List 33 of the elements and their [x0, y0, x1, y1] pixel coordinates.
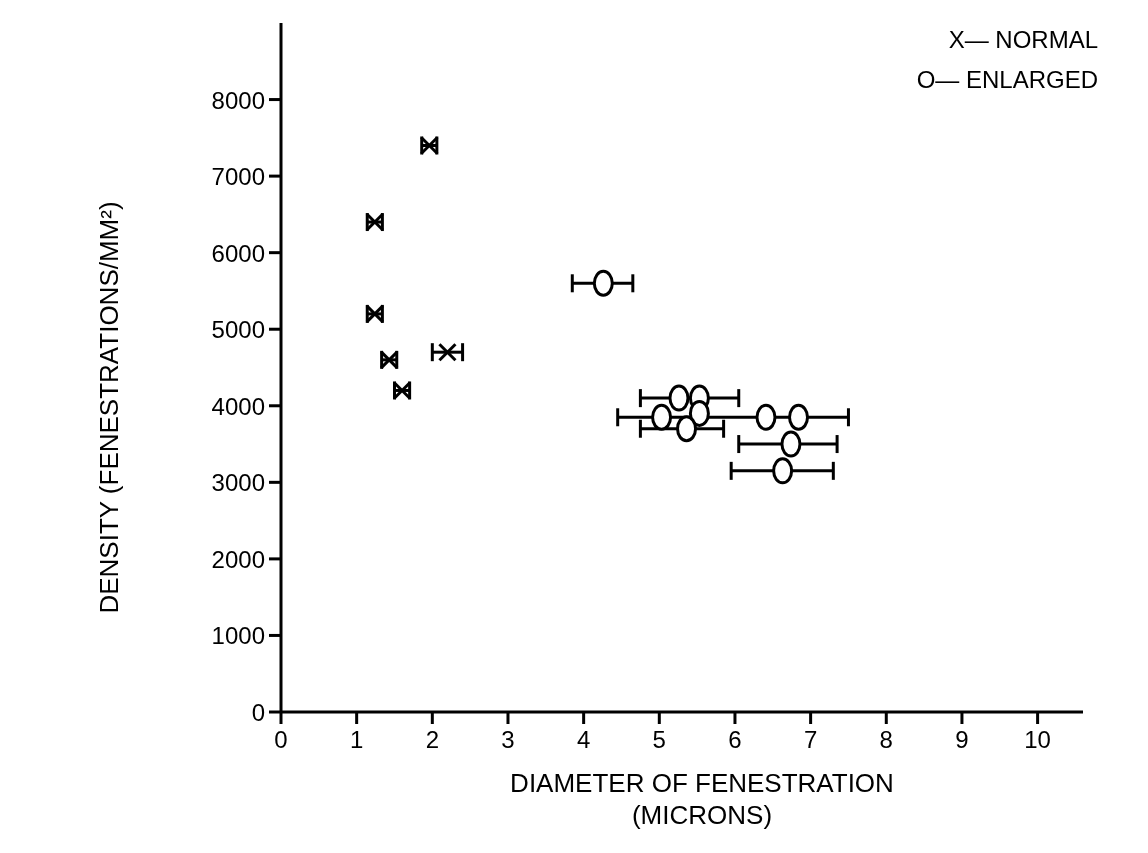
- point: [651, 403, 673, 431]
- y-tick-label: 2000: [211, 545, 265, 573]
- point: [676, 415, 698, 443]
- x-tick-label: 3: [501, 726, 515, 753]
- y-tick-label: 0: [251, 699, 265, 726]
- x-tick-label: 9: [955, 726, 969, 753]
- x-tick-label: 6: [728, 726, 742, 753]
- point: [772, 457, 794, 485]
- point: [780, 430, 802, 458]
- x-tick-label: 2: [425, 726, 439, 753]
- y-tick-label: 8000: [211, 86, 265, 114]
- y-tick-label: 3000: [211, 469, 265, 497]
- x-tick-label: 7: [803, 726, 818, 753]
- x-tick-label: 1: [349, 726, 364, 753]
- x-tick-label: 0: [274, 726, 288, 753]
- y-tick-label: 7000: [211, 163, 265, 191]
- point: [755, 403, 777, 431]
- text: X— NORMAL: [948, 26, 1098, 53]
- x-tick-label: 10: [1024, 726, 1051, 753]
- x-tick-label: 5: [652, 726, 666, 753]
- point: [592, 269, 614, 297]
- x-axis-title: DIAMETER OF FENESTRATION (MICRONS): [510, 768, 894, 830]
- x-tick-label: 4: [576, 726, 591, 753]
- point: [788, 403, 810, 431]
- x-tick-label: 8: [879, 726, 893, 753]
- y-tick-label: 6000: [211, 239, 265, 267]
- point: [668, 384, 690, 412]
- point: [688, 399, 710, 427]
- text: O— ENLARGED: [916, 66, 1098, 93]
- y-tick-label: 4000: [211, 392, 265, 420]
- y-tick-label: 1000: [211, 622, 265, 650]
- y-tick-label: 5000: [211, 316, 265, 344]
- y-axis-title: DENSITY (FENESTRATIONS/MM²): [94, 201, 124, 614]
